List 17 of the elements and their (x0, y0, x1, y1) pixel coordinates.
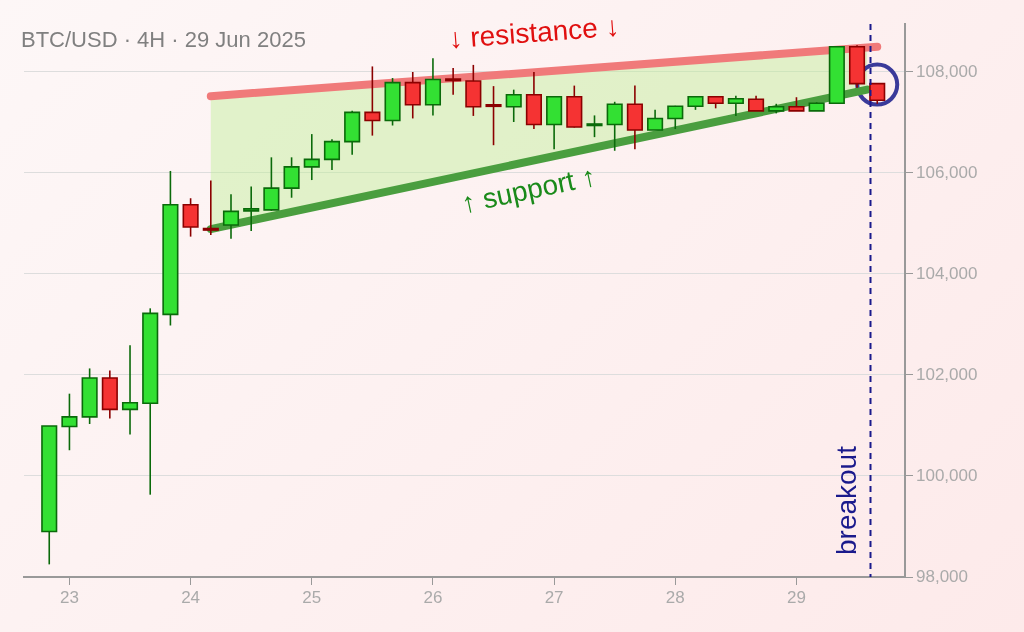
x-tick-label: 29 (786, 587, 806, 607)
ref-line-label: breakout (831, 445, 863, 555)
x-tick-label: 24 (181, 587, 201, 607)
x-tick-label: 25 (302, 587, 322, 607)
text: ↑ support ↑ (458, 160, 599, 220)
x-tick-label: 26 (423, 587, 443, 607)
x-tick-label: 23 (59, 587, 79, 607)
y-tick-label: 104,000 (916, 263, 978, 283)
y-tick-label: 98,000 (916, 566, 968, 586)
y-tick-label: 100,000 (916, 465, 978, 485)
x-tick-label: 27 (544, 587, 564, 607)
y-tick-label: 106,000 (916, 162, 978, 182)
y-tick-label: 108,000 (916, 61, 978, 81)
chart-title: BTC/USD · 4H · 29 Jun 2025 (21, 27, 306, 53)
x-tick-label: 28 (665, 587, 685, 607)
series-label: ↓ resistance ↓ (447, 10, 621, 55)
y-tick-label: 102,000 (916, 364, 978, 384)
